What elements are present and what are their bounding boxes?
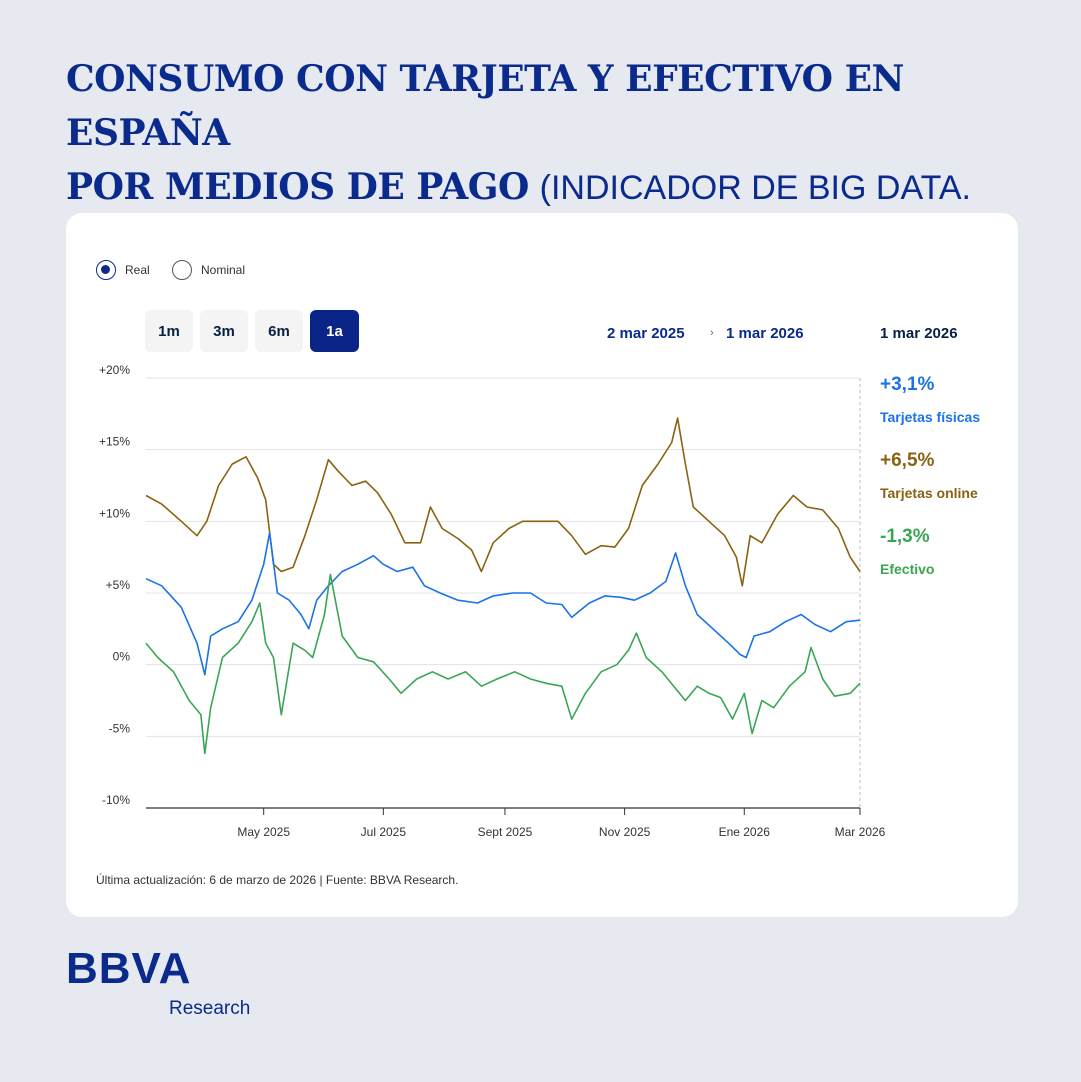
title-bold-line-2: POR MEDIOS DE PAGO bbox=[66, 166, 529, 208]
radio-real[interactable]: Real bbox=[96, 260, 150, 280]
footer-source: Última actualización: 6 de marzo de 2026… bbox=[96, 873, 459, 887]
logo-subtitle: Research bbox=[169, 998, 251, 1019]
radio-nominal[interactable]: Nominal bbox=[172, 260, 245, 280]
date-from[interactable]: 2 mar 2025 bbox=[607, 325, 685, 342]
series-line-efectivo bbox=[145, 573, 861, 755]
date-arrow-icon: › bbox=[710, 327, 714, 339]
x-tick-label: Sept 2025 bbox=[478, 825, 533, 839]
title-bold-line-1: CONSUMO CON TARJETA Y EFECTIVO EN ESPAÑA bbox=[66, 58, 904, 154]
bbva-logo: BBVA bbox=[66, 945, 191, 993]
radio-unselected-icon bbox=[172, 260, 192, 280]
x-tick-label: Nov 2025 bbox=[599, 825, 651, 839]
radio-selected-icon bbox=[96, 260, 116, 280]
radio-nominal-label: Nominal bbox=[201, 263, 246, 277]
range-button-1a[interactable]: 1a bbox=[310, 310, 359, 352]
legend-value-efectivo: -1,3% bbox=[880, 526, 930, 547]
legend-value-tarjetas-online: +6,5% bbox=[880, 450, 935, 471]
logo-text: BBVA bbox=[66, 944, 192, 993]
y-tick-label: -5% bbox=[109, 721, 131, 735]
legend-value-tarjetas-fisicas: +3,1% bbox=[880, 374, 935, 395]
series-line-tarjetas-físicas bbox=[145, 532, 861, 676]
range-button-1m[interactable]: 1m bbox=[145, 310, 193, 352]
x-tick-label: May 2025 bbox=[237, 825, 290, 839]
date-to[interactable]: 1 mar 2026 bbox=[726, 325, 804, 342]
legend-name-tarjetas-online: Tarjetas online bbox=[880, 485, 978, 501]
x-tick-label: Ene 2026 bbox=[719, 825, 771, 839]
legend-name-efectivo: Efectivo bbox=[880, 561, 935, 577]
line-chart[interactable]: +20% +15% +10% +5% 0% -5% -10% May 2025 Jul 2025… bbox=[66, 213, 1018, 853]
y-tick-label: 0% bbox=[113, 650, 131, 664]
y-tick-label: -10% bbox=[102, 793, 130, 807]
current-date: 1 mar 2026 bbox=[880, 325, 958, 342]
y-tick-label: +10% bbox=[99, 506, 130, 520]
range-button-6m[interactable]: 6m bbox=[255, 310, 303, 352]
y-tick-label: +5% bbox=[106, 578, 131, 592]
y-tick-label: +15% bbox=[99, 435, 130, 449]
x-tick-label: Jul 2025 bbox=[361, 825, 407, 839]
radio-real-label: Real bbox=[125, 263, 150, 277]
range-button-3m[interactable]: 3m bbox=[200, 310, 248, 352]
y-tick-label: +20% bbox=[99, 363, 130, 377]
series-line-tarjetas-online bbox=[145, 417, 861, 587]
legend-name-tarjetas-fisicas: Tarjetas físicas bbox=[880, 409, 981, 425]
chart-card: Real Nominal 1m 3m 6m 1a 2 mar 2025 › 1 … bbox=[66, 213, 1018, 917]
x-tick-label: Mar 2026 bbox=[835, 825, 886, 839]
